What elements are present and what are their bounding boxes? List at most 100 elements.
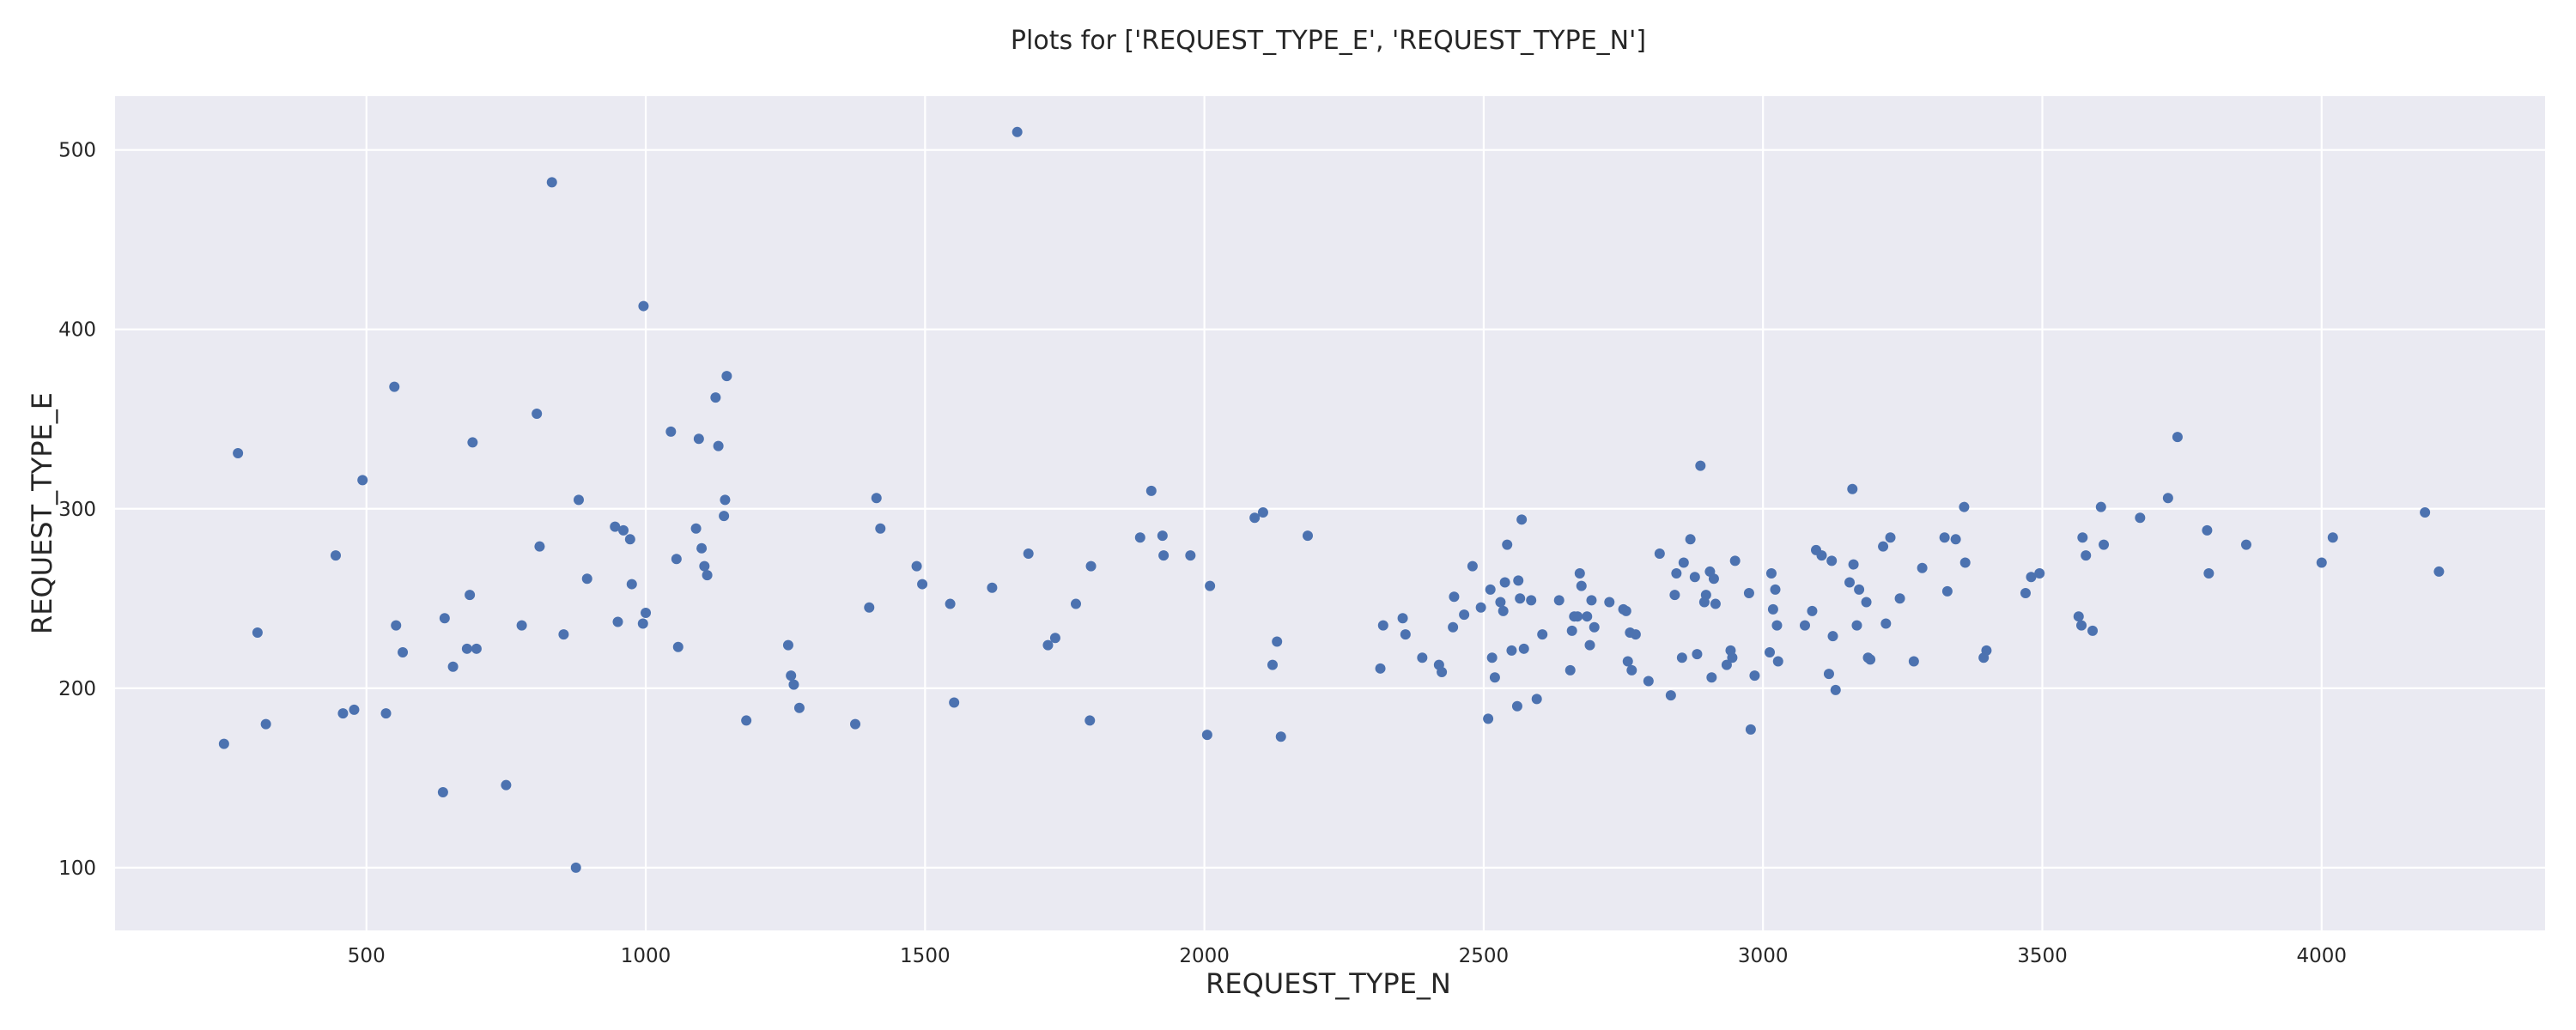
data-point — [1847, 483, 1858, 494]
data-point — [875, 523, 886, 534]
data-point — [1495, 597, 1506, 608]
data-point — [1205, 580, 1216, 591]
data-point — [1531, 694, 1542, 705]
data-point — [1772, 656, 1783, 667]
data-point — [2316, 557, 2327, 568]
data-point — [638, 300, 649, 312]
data-point — [1572, 611, 1583, 622]
data-point — [2095, 501, 2106, 512]
data-point — [380, 708, 392, 719]
data-point — [1959, 557, 1971, 568]
data-point — [1201, 730, 1212, 741]
data-point — [2081, 550, 2092, 561]
data-point — [1249, 512, 1261, 524]
plot-background — [115, 96, 2545, 930]
data-point — [1959, 501, 1970, 512]
data-point — [467, 437, 478, 448]
data-point — [1499, 577, 1510, 588]
data-point — [721, 371, 732, 382]
data-point — [911, 560, 922, 572]
data-point — [573, 494, 584, 506]
data-point — [1498, 605, 1509, 616]
data-point — [1516, 514, 1528, 525]
data-point — [1467, 560, 1478, 572]
data-point — [671, 554, 682, 565]
y-tick-label: 200 — [58, 678, 96, 700]
data-point — [696, 542, 708, 554]
data-point — [987, 582, 998, 593]
data-point — [2026, 572, 2037, 583]
data-point — [864, 602, 875, 613]
data-point — [1589, 621, 1600, 633]
data-point — [1475, 602, 1486, 613]
data-point — [337, 708, 349, 719]
data-point — [1574, 568, 1585, 579]
data-point — [1302, 530, 1313, 542]
data-point — [2076, 620, 2087, 631]
x-tick-label: 2000 — [1179, 945, 1230, 967]
data-point — [786, 670, 797, 682]
data-point — [1861, 597, 1872, 608]
data-point — [1049, 633, 1060, 644]
data-point — [532, 408, 543, 419]
data-point — [1799, 620, 1810, 631]
data-point — [2420, 506, 2431, 518]
data-point — [1700, 590, 1711, 601]
data-point — [471, 643, 482, 654]
data-point — [1689, 572, 1700, 583]
data-point — [1042, 639, 1054, 651]
chart-title: Plots for ['REQUEST_TYPE_E', 'REQUEST_TY… — [1011, 26, 1646, 56]
data-point — [1526, 595, 1537, 606]
data-point — [618, 524, 629, 536]
data-point — [1134, 532, 1145, 543]
data-point — [1566, 625, 1577, 636]
x-tick-label: 1500 — [900, 945, 951, 967]
data-point — [1506, 645, 1517, 656]
data-point — [1729, 555, 1741, 566]
data-point — [1485, 584, 1496, 595]
x-tick-label: 4000 — [2296, 945, 2347, 967]
data-point — [516, 620, 527, 631]
data-point — [1676, 652, 1687, 663]
data-point — [1518, 643, 1529, 654]
data-point — [1553, 595, 1564, 606]
data-point — [1908, 656, 1919, 667]
data-point — [2073, 611, 2084, 622]
data-point — [1941, 585, 1953, 597]
data-point — [702, 570, 713, 581]
data-point — [1620, 605, 1631, 616]
data-point — [1706, 672, 1717, 683]
data-point — [1685, 534, 1696, 545]
data-point — [2020, 588, 2031, 599]
data-point — [1721, 659, 1732, 670]
data-point — [1257, 506, 1268, 518]
data-point — [1854, 584, 1865, 595]
data-point — [626, 579, 637, 590]
data-point — [1830, 684, 1841, 695]
data-point — [710, 392, 721, 403]
data-point — [2099, 539, 2110, 550]
data-point — [1765, 568, 1777, 579]
data-point — [720, 494, 731, 506]
data-point — [1437, 666, 1448, 677]
x-tick-label: 500 — [348, 945, 386, 967]
data-point — [1894, 593, 1905, 604]
data-point — [1743, 588, 1754, 599]
data-point — [546, 177, 557, 188]
data-point — [624, 534, 635, 545]
data-point — [1145, 485, 1157, 496]
data-point — [1851, 620, 1862, 631]
data-point — [782, 639, 793, 651]
data-point — [917, 579, 928, 590]
data-point — [1375, 663, 1386, 674]
data-point — [699, 560, 710, 572]
data-point — [850, 718, 861, 730]
data-point — [439, 613, 450, 624]
data-point — [260, 718, 271, 730]
data-point — [1272, 636, 1283, 647]
data-point — [252, 627, 263, 639]
data-point — [1844, 577, 1856, 588]
data-point — [871, 493, 882, 504]
data-point — [1085, 560, 1097, 572]
x-axis-label: REQUEST_TYPE_N — [1206, 967, 1451, 1000]
